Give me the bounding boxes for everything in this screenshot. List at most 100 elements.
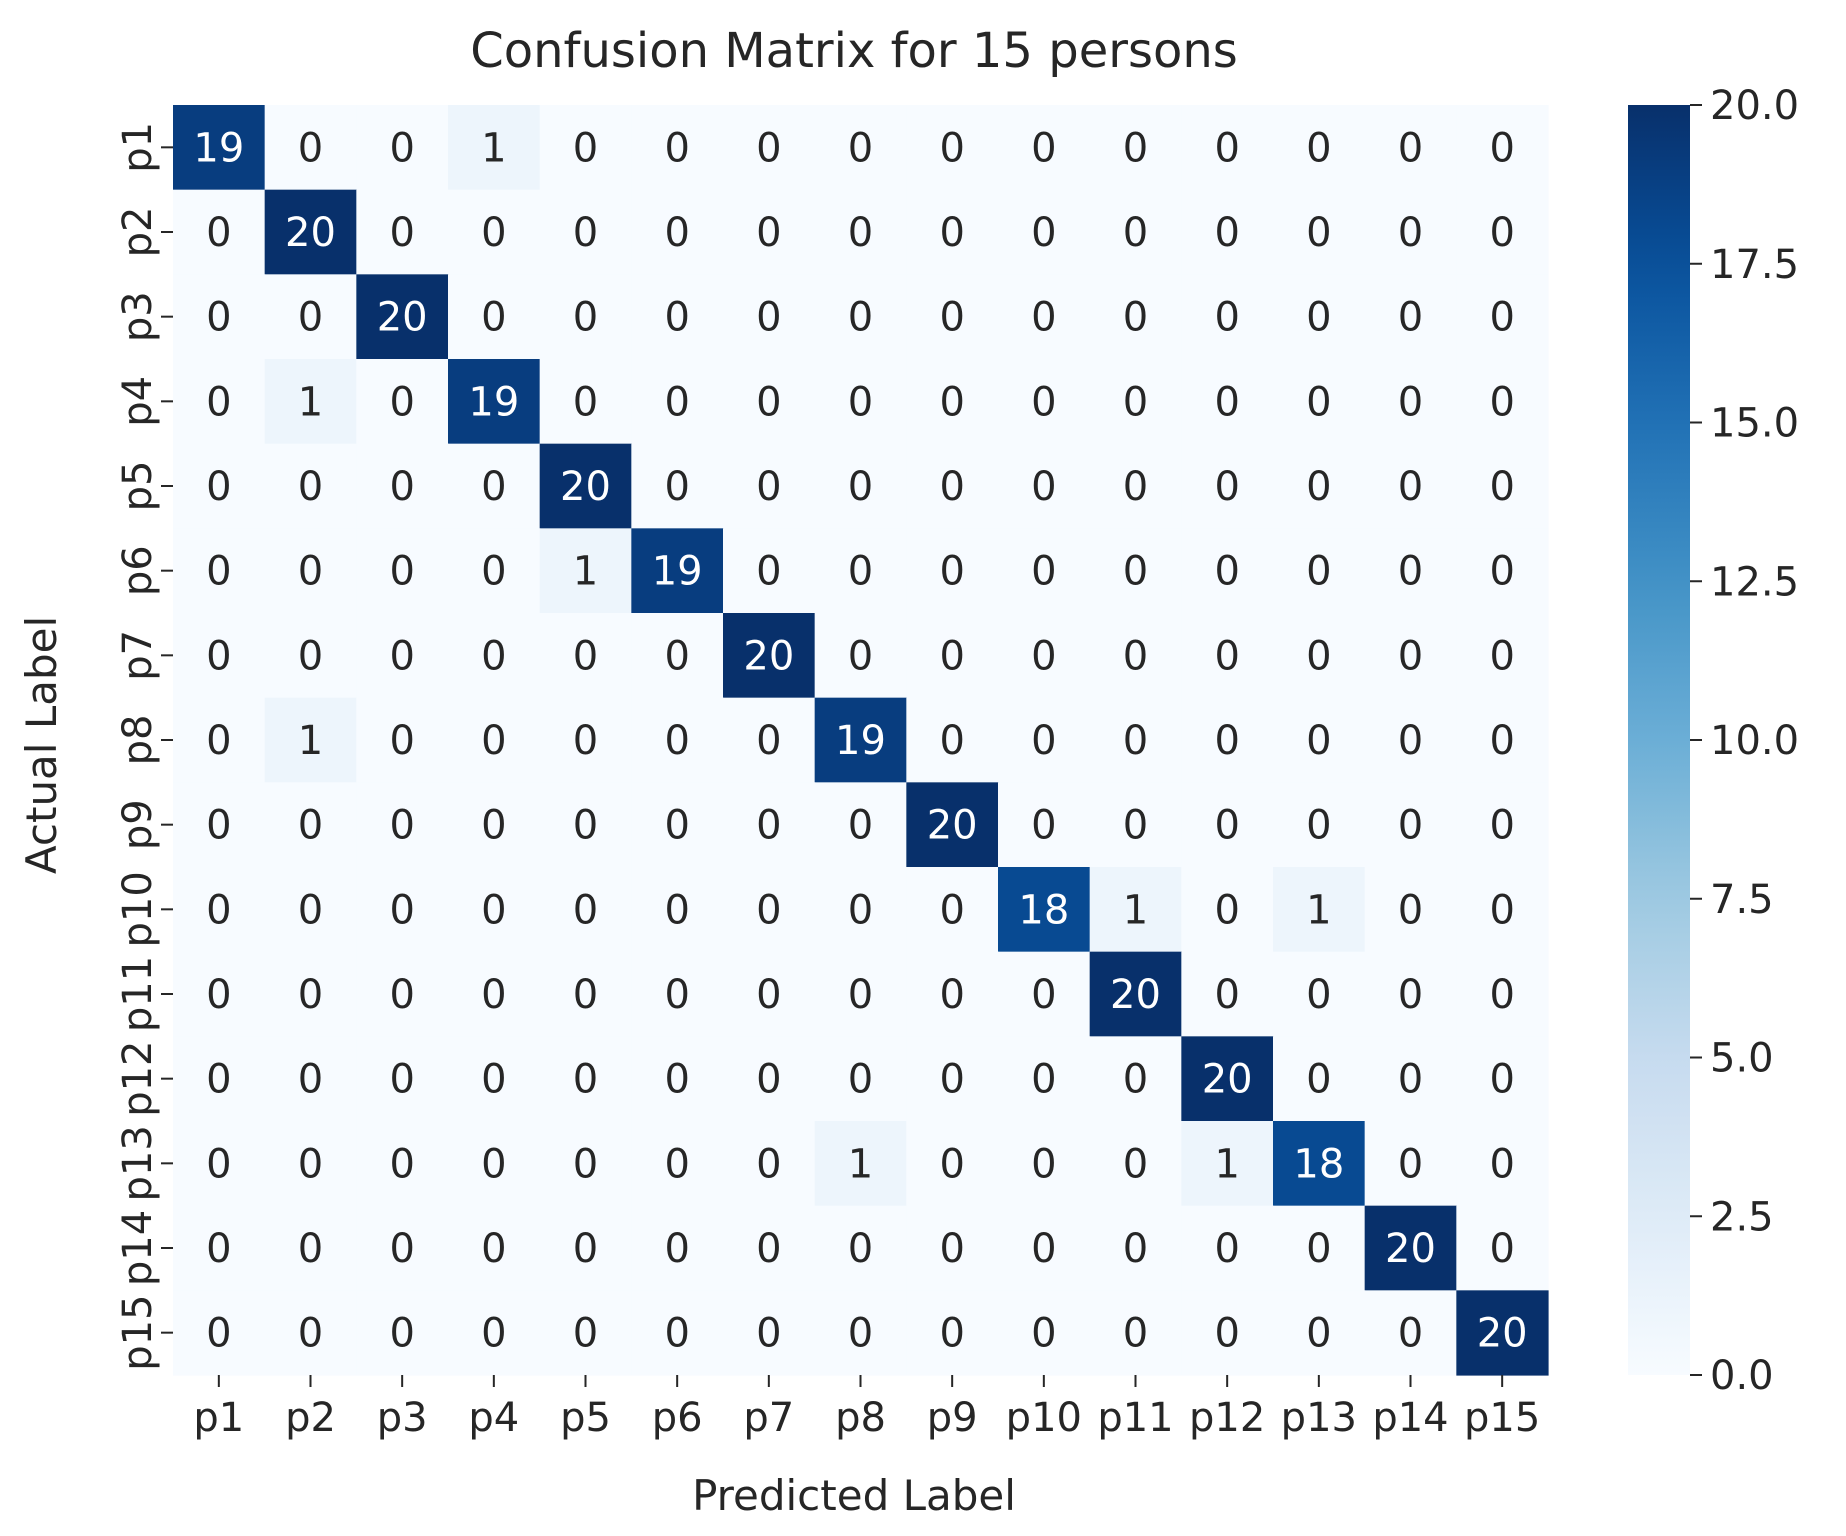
heatmap-cell <box>631 1290 724 1376</box>
cell-value-label: 0 <box>481 1057 506 1103</box>
heatmap-cell <box>723 105 816 191</box>
x-tick-label: p3 <box>377 1395 428 1441</box>
x-tick-label: p4 <box>468 1395 519 1441</box>
cell-value-label: 0 <box>848 295 873 341</box>
heatmap-cell <box>539 359 632 445</box>
heatmap-cell <box>1364 359 1457 445</box>
x-tick-label: p10 <box>1006 1395 1082 1441</box>
cell-value-label: 0 <box>481 295 506 341</box>
heatmap-cell <box>1089 1121 1182 1207</box>
x-tick-label: p5 <box>560 1395 611 1441</box>
heatmap-cell <box>1089 359 1182 445</box>
cell-value-label: 0 <box>848 887 873 933</box>
y-tick-label: p2 <box>115 207 161 258</box>
heatmap-cell <box>814 274 907 360</box>
heatmap-cell <box>723 1121 816 1207</box>
cell-value-label: 0 <box>206 549 231 595</box>
cell-value-label: 0 <box>1031 210 1056 256</box>
x-tick-label: p14 <box>1372 1395 1448 1441</box>
cell-value-label: 0 <box>1031 1311 1056 1357</box>
cell-value-label: 20 <box>1385 1226 1436 1272</box>
heatmap-cell <box>264 1205 357 1291</box>
cell-value-label: 0 <box>1214 379 1239 425</box>
heatmap-cell <box>1364 1121 1457 1207</box>
cell-value-label: 0 <box>756 295 781 341</box>
y-tick-label: p4 <box>115 376 161 427</box>
cell-value-label: 0 <box>1306 1057 1331 1103</box>
y-axis-label: Actual Label <box>17 616 66 874</box>
cell-value-label: 0 <box>1398 887 1423 933</box>
heatmap-cell <box>448 443 541 529</box>
cell-value-label: 0 <box>1123 803 1148 849</box>
cell-value-label: 0 <box>206 295 231 341</box>
cell-value-label: 0 <box>573 1311 598 1357</box>
cell-value-label: 0 <box>298 803 323 849</box>
heatmap-cell <box>906 1121 999 1207</box>
cell-value-label: 0 <box>756 549 781 595</box>
y-tick-label: p3 <box>115 291 161 342</box>
cell-value-label: 1 <box>1214 1141 1239 1187</box>
cell-value-label: 0 <box>848 803 873 849</box>
colorbar: 0.0 2.5 5.0 7.5 10.0 12.5 15.0 17.5 20.0 <box>1628 83 1799 1399</box>
heatmap-cell <box>723 613 816 699</box>
x-tick-label: p2 <box>285 1395 336 1441</box>
cell-value-label: 0 <box>1031 718 1056 764</box>
y-tick-label: p1 <box>115 122 161 173</box>
cell-value-label: 0 <box>206 1141 231 1187</box>
heatmap-cell <box>1456 443 1549 529</box>
heatmap-cell <box>173 528 266 614</box>
colorbar-tick-label: 0.0 <box>1710 1353 1774 1399</box>
heatmap-cell <box>539 951 632 1037</box>
heatmap-cell <box>998 189 1091 275</box>
cell-value-label: 0 <box>206 1057 231 1103</box>
heatmap-cells <box>173 105 1549 1376</box>
heatmap-cell <box>356 105 449 191</box>
x-tick-label: p9 <box>927 1395 978 1441</box>
cell-value-label: 0 <box>664 295 689 341</box>
heatmap-cell <box>998 782 1091 868</box>
cell-value-label: 1 <box>298 718 323 764</box>
cell-value-label: 0 <box>1123 718 1148 764</box>
cell-value-label: 0 <box>1398 633 1423 679</box>
cell-value-label: 0 <box>1306 718 1331 764</box>
heatmap-cell <box>1181 1121 1274 1207</box>
heatmap-cell <box>173 105 266 191</box>
heatmap-cell <box>998 274 1091 360</box>
cell-value-label: 0 <box>1306 633 1331 679</box>
cell-value-label: 0 <box>939 718 964 764</box>
cell-value-label: 0 <box>573 972 598 1018</box>
heatmap-cell <box>1181 1205 1274 1291</box>
heatmap-cell <box>356 782 449 868</box>
cell-value-label: 0 <box>1123 1057 1148 1103</box>
heatmap-cell <box>173 867 266 953</box>
heatmap-cell <box>631 528 724 614</box>
heatmap-cell <box>998 1036 1091 1122</box>
cell-value-label: 0 <box>1031 1141 1056 1187</box>
cell-value-label: 0 <box>848 464 873 510</box>
cell-value-label: 0 <box>1398 379 1423 425</box>
cell-value-label: 0 <box>389 972 414 1018</box>
heatmap-cell <box>356 867 449 953</box>
heatmap-cell <box>448 1290 541 1376</box>
heatmap-cell <box>906 105 999 191</box>
cell-value-label: 1 <box>573 549 598 595</box>
cell-value-label: 0 <box>1306 1311 1331 1357</box>
cell-value-label: 0 <box>939 1057 964 1103</box>
heatmap-cell <box>264 867 357 953</box>
cell-value-label: 0 <box>389 1226 414 1272</box>
cell-value-label: 0 <box>756 210 781 256</box>
heatmap-cell <box>1456 105 1549 191</box>
heatmap-cell <box>173 1205 266 1291</box>
cell-value-label: 0 <box>1214 718 1239 764</box>
heatmap-cell <box>1364 782 1457 868</box>
cell-value-label: 20 <box>285 210 336 256</box>
heatmap-cell <box>631 697 724 783</box>
cell-value-label: 0 <box>756 718 781 764</box>
heatmap-cell <box>539 274 632 360</box>
cell-value-label: 0 <box>206 718 231 764</box>
cell-value-label: 0 <box>206 633 231 679</box>
cell-value-label: 0 <box>664 803 689 849</box>
heatmap-cell <box>264 697 357 783</box>
heatmap-cell <box>448 359 541 445</box>
